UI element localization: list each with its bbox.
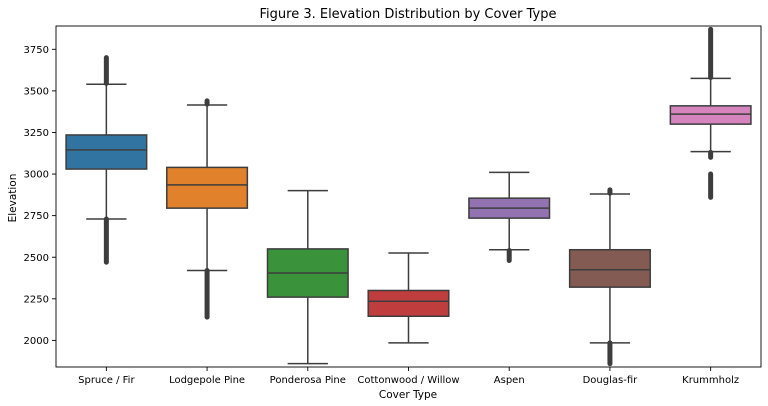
box-iqr bbox=[166, 166, 249, 209]
y-tick-label: 2500 bbox=[24, 253, 49, 264]
y-tick-label: 2750 bbox=[24, 211, 49, 222]
box-iqr bbox=[568, 248, 651, 288]
x-axis-label: Cover Type bbox=[379, 389, 437, 401]
y-tick-label: 3000 bbox=[24, 170, 49, 181]
x-tick-label: Cottonwood / Willow bbox=[357, 375, 459, 386]
box-iqr bbox=[367, 289, 450, 318]
x-tick-label: Douglas-fir bbox=[583, 375, 639, 386]
y-tick-label: 3250 bbox=[24, 128, 49, 139]
chart-title: Figure 3. Elevation Distribution by Cove… bbox=[260, 7, 557, 22]
box-iqr bbox=[669, 105, 752, 125]
y-tick-label: 2000 bbox=[24, 336, 49, 347]
y-tick-label: 2250 bbox=[24, 294, 49, 305]
y-tick-label: 3750 bbox=[24, 45, 49, 56]
x-tick-label: Lodgepole Pine bbox=[169, 375, 245, 386]
x-tick-label: Krummholz bbox=[682, 375, 739, 386]
box-iqr bbox=[65, 134, 148, 170]
x-tick-label: Aspen bbox=[494, 375, 525, 386]
x-tick-label: Spruce / Fir bbox=[78, 375, 135, 386]
y-tick-label: 3500 bbox=[24, 86, 49, 97]
plot-area: 2000 2250 2500 2750 3000 3250 3500 3750 Spruce /… bbox=[24, 25, 762, 386]
y-axis-label: Elevation bbox=[7, 174, 19, 223]
x-tick-label: Ponderosa Pine bbox=[270, 375, 346, 386]
